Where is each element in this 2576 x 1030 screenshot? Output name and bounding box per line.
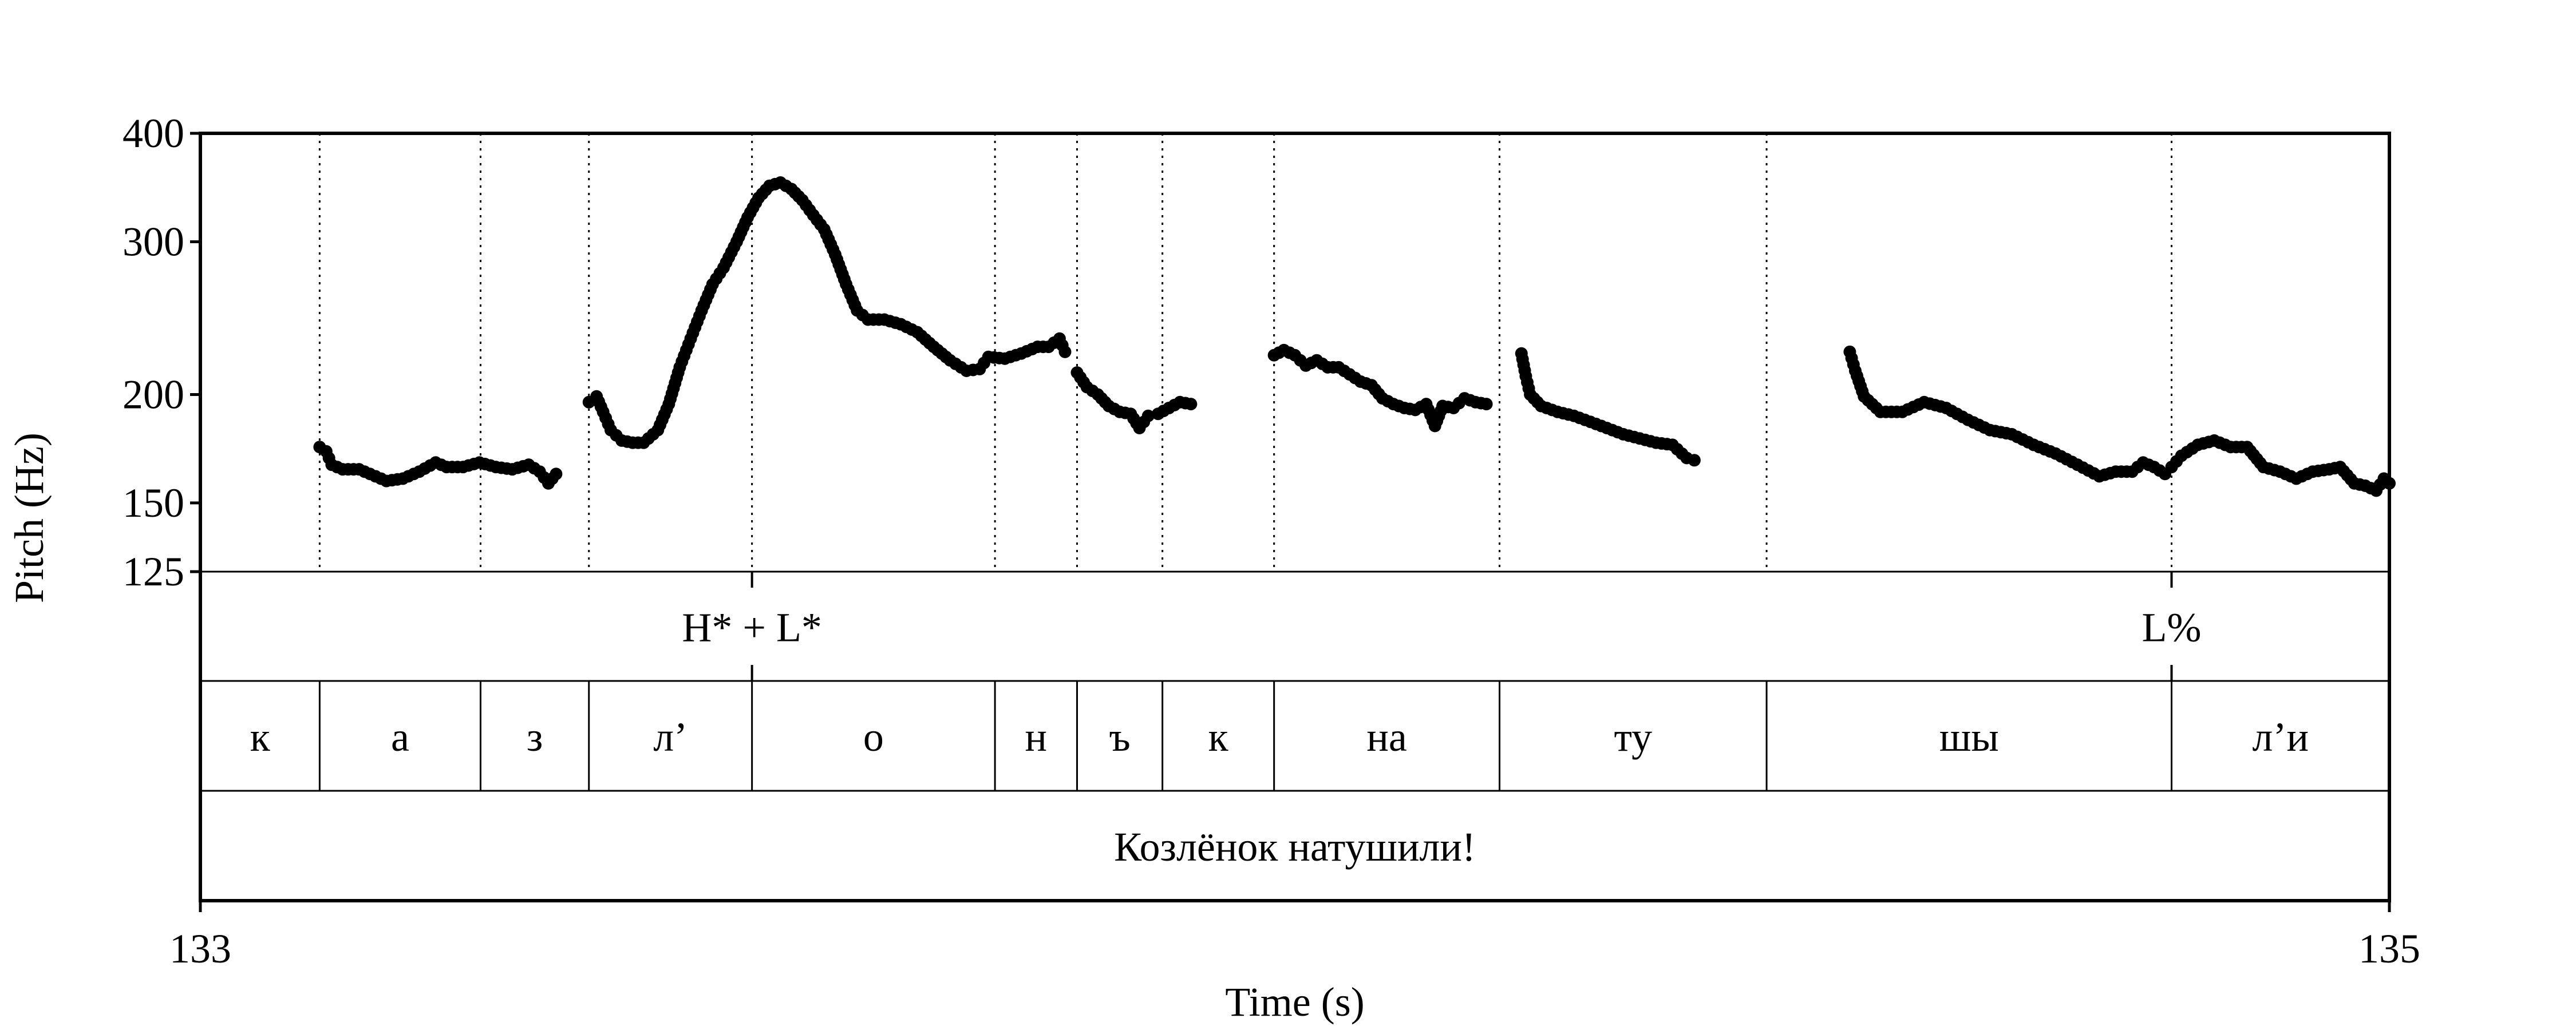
- boundary-lines: [318, 133, 2173, 572]
- pitch-point: [1141, 409, 1155, 422]
- syllable-label: к: [1208, 714, 1229, 760]
- y-axis: 400 300 200 150 125: [123, 110, 200, 595]
- y-tick-label: 125: [123, 549, 184, 595]
- plot-border: [199, 132, 2391, 902]
- pitch-plot-frame: [199, 132, 2391, 902]
- pitch-point: [1058, 345, 1072, 358]
- annotation-tiers: H* + L* L% к а з л’ о н ъ к на ту шы л’и Козлёнок нату…: [250, 572, 2309, 870]
- syllable-label: к: [250, 714, 271, 760]
- pitch-point: [1480, 398, 1493, 411]
- utterance-label: Козлёнок натушили!: [1114, 824, 1476, 870]
- y-tick-label: 400: [123, 110, 184, 156]
- pitch-point: [1688, 454, 1701, 467]
- syllable-label: з: [527, 714, 543, 760]
- x-tick-label-end: 135: [2358, 926, 2420, 972]
- pitch-point: [550, 468, 563, 481]
- tone-label: L%: [2142, 605, 2202, 651]
- tone-label: H* + L*: [682, 605, 822, 651]
- syllable-label: л’и: [2253, 714, 2309, 760]
- pitch-contour: [313, 176, 2396, 497]
- x-axis: 133 135 Time (s): [169, 901, 2420, 1025]
- syllable-label: шы: [1939, 714, 1999, 760]
- syllable-label: ъ: [1109, 714, 1130, 760]
- y-tick-label: 300: [123, 219, 184, 264]
- syllable-label: на: [1366, 714, 1407, 760]
- pitch-point: [1184, 398, 1198, 411]
- x-axis-label: Time (s): [1225, 979, 1364, 1025]
- y-tick-label: 200: [123, 371, 184, 417]
- y-axis-label: Pitch (Hz): [6, 433, 52, 603]
- syllable-label: а: [391, 714, 409, 760]
- syllable-label: н: [1025, 714, 1048, 760]
- pitch-point: [2383, 477, 2396, 490]
- syllable-label: ту: [1614, 714, 1653, 760]
- syllable-label: л’: [653, 714, 688, 760]
- x-tick-label-start: 133: [169, 926, 231, 972]
- syllable-label: о: [863, 714, 884, 760]
- y-tick-label: 150: [123, 480, 184, 526]
